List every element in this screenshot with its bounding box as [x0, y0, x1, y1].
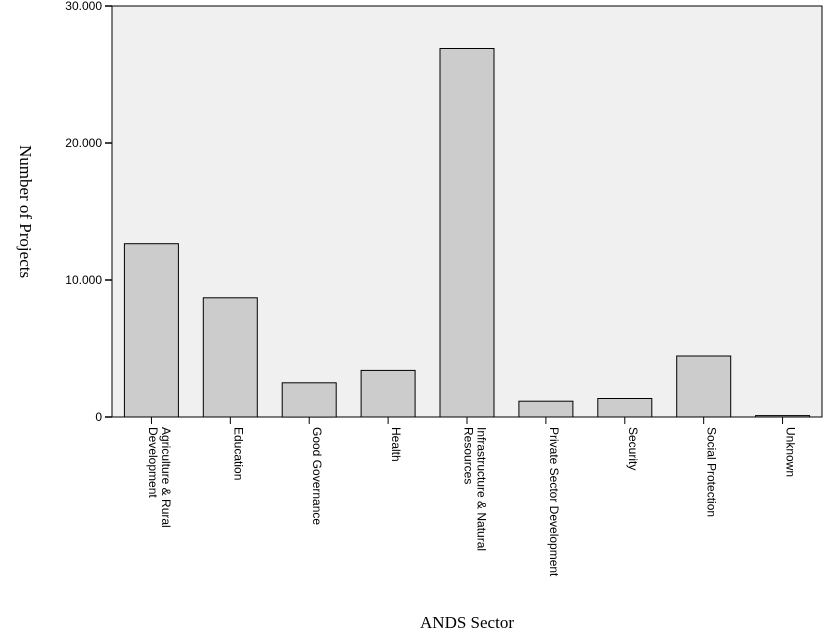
bar-4: [360, 369, 416, 418]
bar-7: [597, 398, 653, 418]
x-category-label-8: Social Protection: [705, 427, 719, 517]
x-category-label-5-line-1: Infrastructure & Natural: [475, 427, 489, 551]
bar-3: [281, 382, 337, 418]
x-category-label-9: Unknown: [784, 427, 798, 477]
y-tick-label-2: 20.000: [65, 136, 102, 150]
x-category-label-3: Good Governance: [310, 427, 324, 525]
y-axis-title: Number of Projects: [16, 145, 35, 278]
x-category-label-4: Health: [389, 427, 403, 462]
x-category-label-1-line-2: Development: [146, 427, 160, 498]
bar-8: [676, 355, 732, 418]
x-category-label-2: Education: [231, 427, 245, 480]
x-category-label-7: Security: [626, 427, 640, 470]
bar-9: [755, 415, 811, 418]
bar-6: [518, 400, 574, 418]
bar-5: [439, 48, 495, 418]
x-category-label-5-line-2: Resources: [462, 427, 476, 484]
bar-2: [202, 297, 258, 418]
x-category-label-6: Private Sector Development: [547, 427, 561, 577]
y-axis: 0 10.000 20.000 30.000: [65, 0, 112, 424]
y-tick-label-3: 30.000: [65, 0, 102, 13]
y-tick-label-1: 10.000: [65, 273, 102, 287]
bars-group: [123, 48, 811, 418]
y-tick-label-0: 0: [95, 410, 102, 424]
bar-1: [123, 243, 179, 418]
x-category-label-1-line-1: Agriculture & Rural: [159, 427, 173, 528]
x-axis-title: ANDS Sector: [420, 613, 514, 632]
